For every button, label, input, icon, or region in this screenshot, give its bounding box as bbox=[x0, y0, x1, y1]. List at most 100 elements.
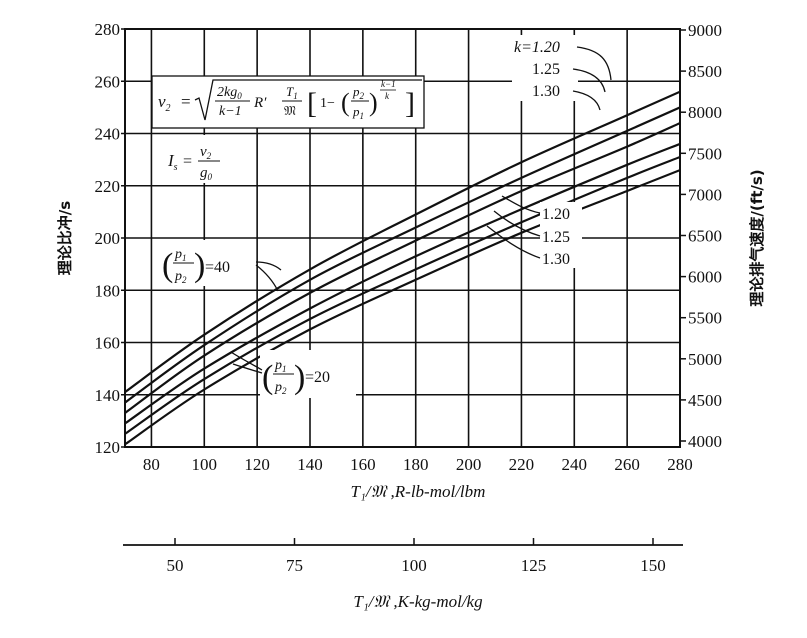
y-right-tick-label: 6500 bbox=[688, 227, 722, 246]
pressure-ratio-40-num: p1 bbox=[174, 247, 187, 263]
y-right-tick-label: 9000 bbox=[688, 21, 722, 40]
v2-formula-exp-num: k−1 bbox=[381, 79, 396, 89]
pressure-ratio-40-label: ( p1 p2 ) =40 bbox=[160, 240, 254, 286]
v2-formula-one-minus: 1− bbox=[320, 96, 335, 111]
pressure-ratio-40-den: p2 bbox=[174, 269, 187, 285]
pressure-ratio-20-lparen: ( bbox=[262, 359, 273, 396]
ratio-40-leader-2 bbox=[255, 264, 279, 292]
pressure-ratio-20-label: ( p1 p2 ) =20 bbox=[260, 350, 356, 398]
y-left-tick-label: 220 bbox=[95, 177, 121, 196]
ratio-20-leader-1 bbox=[230, 351, 263, 371]
k-labels-top-bg bbox=[512, 35, 578, 101]
v2-formula-box bbox=[151, 75, 425, 129]
curve-ratio-20-k-1-3 bbox=[125, 169, 680, 446]
y-axis-left-ticks: 120 140 160 180 200 220 240 260 280 bbox=[95, 20, 125, 457]
y-right-tick-label: 8500 bbox=[688, 62, 722, 81]
k-label-top-3: 1.30 bbox=[532, 83, 560, 100]
x2-tick-label: 50 bbox=[167, 556, 184, 575]
pressure-ratio-20-den: p2 bbox=[274, 380, 287, 396]
y-left-tick-label: 140 bbox=[95, 386, 121, 405]
curve-ratio-40-k-1-2 bbox=[125, 90, 680, 393]
v2-formula-lparen: ( bbox=[341, 88, 350, 117]
y-right-tick-label: 8000 bbox=[688, 103, 722, 122]
isp-formula-den: g0 bbox=[200, 165, 213, 182]
x2-tick-label: 100 bbox=[401, 556, 427, 575]
k-labels-mid-bg bbox=[540, 202, 582, 268]
v2-formula-p2: p2 bbox=[352, 84, 365, 101]
y-left-tick-label: 120 bbox=[95, 438, 121, 457]
x-axis-secondary-title: T₁/𝔐 ,K-kg-mol/kg bbox=[353, 592, 482, 611]
isp-formula-num: v2 bbox=[200, 144, 212, 161]
x-axis-title: T₁/𝔐 ,R-lb-mol/lbm bbox=[351, 482, 486, 501]
v2-formula-t-num: T1 bbox=[286, 84, 298, 101]
x-axis-secondary-ticks: 50 75 100 125 150 bbox=[167, 538, 666, 575]
v2-formula-rbracket: ] bbox=[405, 87, 415, 120]
x-tick-label: 280 bbox=[667, 455, 693, 474]
v2-formula-lbracket: [ bbox=[307, 87, 317, 120]
k-label-mid-3: 1.30 bbox=[542, 251, 570, 268]
x2-tick-label: 75 bbox=[286, 556, 303, 575]
v2-formula-equals: = bbox=[181, 92, 191, 111]
x-axis-ticks: 80 100 120 140 160 180 200 220 240 260 280 bbox=[143, 455, 693, 474]
isp-formula-equals: = bbox=[183, 153, 192, 170]
ratio-40-leader-1 bbox=[255, 261, 282, 271]
x-tick-label: 140 bbox=[297, 455, 323, 474]
curve-ratio-40-k-1-25 bbox=[125, 106, 680, 404]
y-left-tick-label: 280 bbox=[95, 20, 121, 39]
y-axis-left-title: 理论比冲/s bbox=[56, 201, 74, 275]
pressure-ratio-40-lparen: ( bbox=[162, 247, 173, 284]
ratio-leaders bbox=[230, 261, 282, 374]
y-right-tick-label: 5500 bbox=[688, 309, 722, 328]
v2-formula-p1: p1 bbox=[352, 104, 364, 121]
y-left-tick-label: 240 bbox=[95, 125, 121, 144]
x-tick-label: 120 bbox=[244, 455, 270, 474]
y-left-tick-label: 200 bbox=[95, 229, 121, 248]
pressure-ratio-20-rparen: ) bbox=[294, 359, 305, 396]
x2-tick-label: 125 bbox=[521, 556, 547, 575]
x-tick-label: 80 bbox=[143, 455, 160, 474]
y-axis-right-title: 理论排气速度/(ft/s) bbox=[748, 169, 766, 306]
y-left-tick-label: 180 bbox=[95, 281, 121, 300]
v2-formula-rparen: ) bbox=[369, 88, 378, 117]
x-tick-label: 240 bbox=[562, 455, 588, 474]
k-label-top-1: k=1.20 bbox=[514, 39, 560, 56]
isp-formula-bg bbox=[162, 135, 230, 183]
v2-formula-t-den: 𝔐 bbox=[284, 103, 296, 118]
pressure-ratio-20-value: =20 bbox=[305, 369, 330, 386]
ratio-20-leader-2 bbox=[232, 363, 263, 374]
curves bbox=[125, 90, 680, 446]
x-tick-label: 200 bbox=[456, 455, 482, 474]
k-leader-top-1 bbox=[576, 46, 612, 81]
v2-formula: v2 = 2kg0 k−1 R′ T1 𝔐 [ 1− ( p2 p1 ) k−1… bbox=[151, 75, 425, 129]
v2-formula-r: R′ bbox=[253, 95, 267, 111]
isp-formula-lhs: Is bbox=[167, 151, 178, 173]
k-leader-top-3 bbox=[572, 90, 601, 111]
y-right-tick-label: 5000 bbox=[688, 350, 722, 369]
x-tick-label: 160 bbox=[350, 455, 376, 474]
k-leader-mid-1 bbox=[501, 195, 541, 214]
y-axis-right-ticks: 4000 4500 5000 5500 6000 6500 7000 7500 8000 8500… bbox=[680, 21, 722, 451]
pressure-ratio-40-value: =40 bbox=[205, 259, 230, 276]
curve-ratio-40-k-1-3 bbox=[125, 122, 680, 414]
curve-ratio-20-k-1-2 bbox=[125, 142, 680, 425]
y-right-tick-label: 7500 bbox=[688, 144, 722, 163]
pressure-ratio-40-rparen: ) bbox=[194, 247, 205, 284]
v2-formula-num: 2kg0 bbox=[217, 85, 242, 101]
v2-formula-sqrt bbox=[194, 79, 422, 121]
curve-ratio-20-k-1-25 bbox=[125, 155, 680, 435]
k-leader-top-2 bbox=[572, 68, 606, 93]
v2-formula-lhs: v2 bbox=[158, 92, 171, 114]
x-tick-label: 260 bbox=[614, 455, 640, 474]
y-right-tick-label: 7000 bbox=[688, 185, 722, 204]
y-left-tick-label: 160 bbox=[95, 334, 121, 353]
y-right-tick-label: 4000 bbox=[688, 432, 722, 451]
y-right-tick-label: 6000 bbox=[688, 268, 722, 287]
v2-formula-den: k−1 bbox=[219, 104, 242, 119]
x-tick-label: 100 bbox=[192, 455, 218, 474]
k-label-mid-2: 1.25 bbox=[542, 229, 570, 246]
k-labels-top: k=1.20 1.25 1.30 bbox=[512, 35, 612, 111]
pressure-ratio-20-num: p1 bbox=[274, 358, 287, 374]
x-tick-label: 220 bbox=[509, 455, 535, 474]
k-leader-mid-3 bbox=[486, 225, 541, 259]
